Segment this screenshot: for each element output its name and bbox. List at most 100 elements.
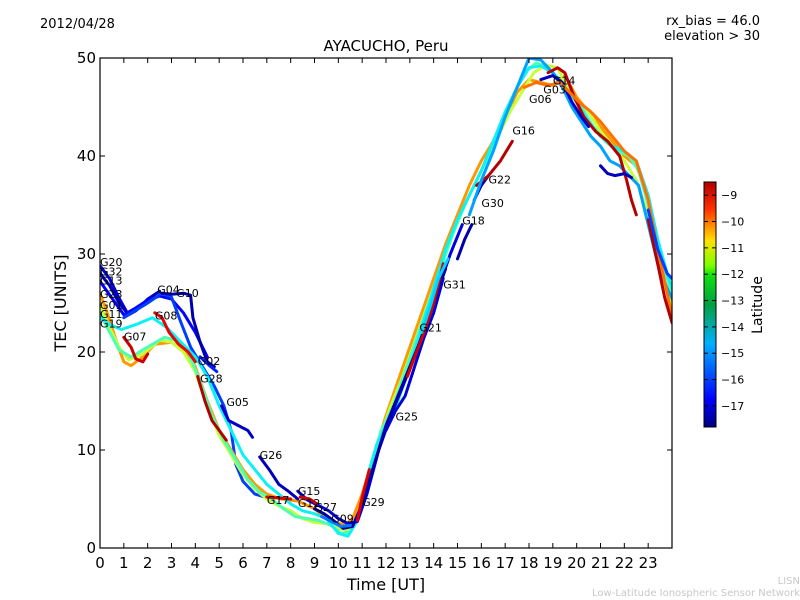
x-tick-label: 23 xyxy=(639,554,658,572)
satellite-label-g15: G15 xyxy=(298,485,321,498)
colorbar-tick-label: −14 xyxy=(721,321,744,334)
x-tick-label: 12 xyxy=(376,554,395,572)
series-line-g16 xyxy=(467,58,672,300)
x-tick-label: 3 xyxy=(167,554,177,572)
colorbar xyxy=(703,181,717,428)
x-tick-label: 19 xyxy=(543,554,562,572)
series-line-g03 xyxy=(539,74,591,129)
series-line-g31 xyxy=(420,257,450,334)
x-tick-label: 1 xyxy=(119,554,129,572)
series-line-g12 xyxy=(298,495,319,506)
x-tick-label: 10 xyxy=(329,554,348,572)
satellite-label-g13: G13 xyxy=(100,274,123,287)
series-line-g14 xyxy=(546,66,638,217)
series-layer xyxy=(100,58,672,538)
satellite-label-g22: G22 xyxy=(488,174,511,187)
satellite-label-g10: G10 xyxy=(176,287,199,300)
satellite-label-g02: G02 xyxy=(198,355,221,368)
ticks-layer: 0 1 2 3 4 5 6 7 8 9 10 11 12 13 14 15 16 17 18 19 20 21 22 2301… xyxy=(77,49,672,572)
colorbar-tick-label: −12 xyxy=(721,268,744,281)
colorbar-tick-label: −16 xyxy=(721,374,744,387)
satellite-label-g32: G32 xyxy=(100,266,123,279)
footer-org-long: Low-Latitude Ionospheric Sensor Network xyxy=(592,588,800,599)
series-line-g24b xyxy=(646,218,672,325)
labels-layer: G20G32G13G23G01G11G19G04G10G08G07G02G28G… xyxy=(100,75,575,526)
elevation-label: elevation > 30 xyxy=(664,29,760,44)
series-line-g28 xyxy=(196,375,228,442)
chart-title: AYACUCHO, Peru xyxy=(323,37,449,55)
series-line-g02 xyxy=(198,355,219,374)
satellite-label-g04: G04 xyxy=(157,283,180,296)
x-tick-label: 11 xyxy=(353,554,372,572)
series-line-g20 xyxy=(100,264,128,313)
series-line-g10 xyxy=(160,291,216,369)
series-line-g17 xyxy=(265,495,293,501)
satellite-label-g18: G18 xyxy=(462,215,485,228)
x-tick-label: 21 xyxy=(591,554,610,572)
satellite-label-g01: G01 xyxy=(100,299,123,312)
series-line-g05 xyxy=(220,404,254,439)
x-axis-label: Time [UT] xyxy=(346,575,425,594)
colorbar-tick-label: −10 xyxy=(721,216,744,229)
colorbar-ticks: −9 −10 −11 −12 −13 −14 −15 −16 −17 xyxy=(704,189,744,413)
y-tick-label: 20 xyxy=(77,343,96,361)
satellite-label-g06: G06 xyxy=(529,93,552,106)
satellite-label-g12: G12 xyxy=(298,497,321,510)
series-line-g29 xyxy=(355,468,371,523)
y-tick-label: 10 xyxy=(77,441,96,459)
x-tick-label: 13 xyxy=(400,554,419,572)
series-line-g26 xyxy=(258,455,300,501)
rx-bias-label: rx_bias = 46.0 xyxy=(666,14,760,29)
y-tick-label: 40 xyxy=(77,147,96,165)
satellite-label-g26: G26 xyxy=(260,449,283,462)
series-line-g09 xyxy=(320,515,352,528)
x-tick-label: 22 xyxy=(615,554,634,572)
x-tick-label: 15 xyxy=(448,554,467,572)
x-tick-label: 7 xyxy=(262,554,272,572)
satellite-label-g07: G07 xyxy=(124,330,147,343)
satellite-label-g30: G30 xyxy=(481,197,504,210)
satellite-label-g23: G23 xyxy=(100,288,123,301)
x-tick-label: 0 xyxy=(95,554,105,572)
date-label: 2012/04/28 xyxy=(40,17,115,32)
satellite-label-g14: G14 xyxy=(553,75,576,88)
satellite-label-g21: G21 xyxy=(419,322,442,335)
satellite-label-g27: G27 xyxy=(315,501,338,514)
x-tick-label: 17 xyxy=(496,554,515,572)
satellite-label-g29: G29 xyxy=(362,496,385,509)
x-tick-label: 5 xyxy=(214,554,224,572)
x-tick-label: 14 xyxy=(424,554,443,572)
colorbar-tick-label: −9 xyxy=(721,189,737,202)
y-tick-label: 50 xyxy=(77,49,96,67)
satellite-label-g25: G25 xyxy=(396,411,419,424)
satellite-label-g11: G11 xyxy=(100,308,123,321)
colorbar-label: Latitude xyxy=(750,276,766,334)
series-line-g04 xyxy=(122,291,274,501)
colorbar-tick-label: −13 xyxy=(721,295,744,308)
series-line-g24 xyxy=(599,164,633,180)
y-tick-label: 0 xyxy=(86,539,96,557)
series-line-g18 xyxy=(456,223,474,261)
x-tick-label: 9 xyxy=(310,554,320,572)
satellite-label-g08: G08 xyxy=(155,310,178,323)
x-tick-label: 8 xyxy=(286,554,296,572)
footer-org-short: LISN xyxy=(777,576,800,587)
satellite-label-g16: G16 xyxy=(512,125,535,138)
series-line-g25 xyxy=(384,277,445,432)
satellite-label-g09: G09 xyxy=(331,513,354,526)
x-tick-label: 6 xyxy=(238,554,248,572)
satellite-label-g19: G19 xyxy=(100,318,123,331)
satellite-label-g17: G17 xyxy=(267,494,290,507)
series-line-g08 xyxy=(153,311,197,364)
series-line-g07 xyxy=(122,335,150,364)
colorbar-tick-label: −15 xyxy=(721,347,744,360)
x-tick-label: 20 xyxy=(567,554,586,572)
satellite-label-g28: G28 xyxy=(200,372,223,385)
colorbar-tick-label: −17 xyxy=(721,400,744,413)
x-tick-label: 2 xyxy=(143,554,153,572)
colorbar-tick-label: −11 xyxy=(721,242,744,255)
x-tick-label: 4 xyxy=(191,554,201,572)
satellite-label-g31: G31 xyxy=(443,278,466,291)
series-line-g20b xyxy=(646,208,672,280)
